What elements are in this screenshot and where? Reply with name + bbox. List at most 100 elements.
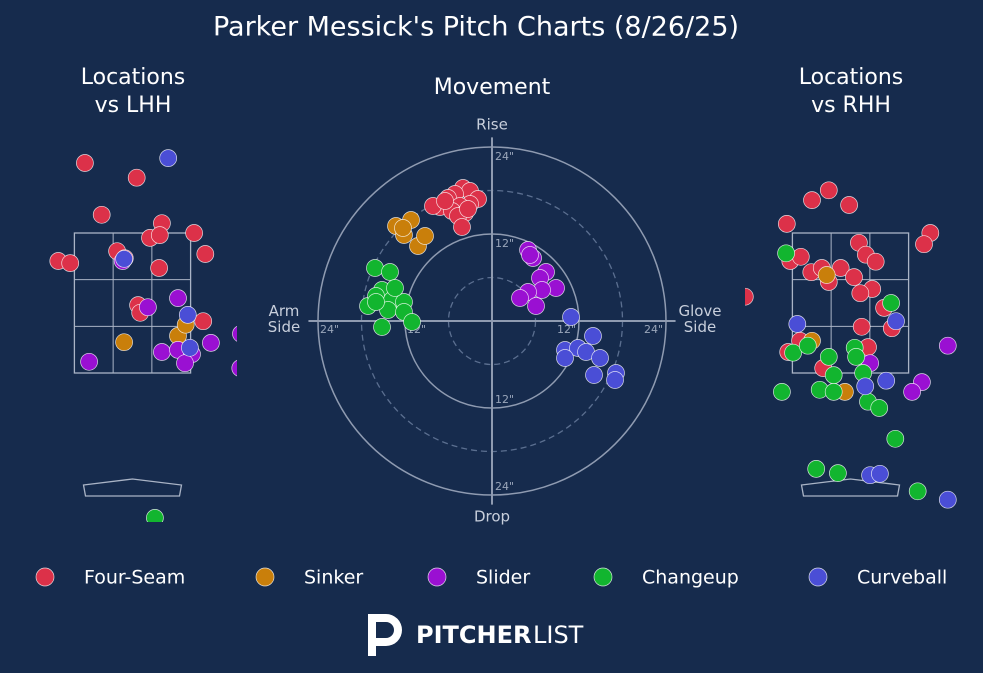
pitch-point: [882, 294, 900, 312]
pitch-point: [386, 279, 404, 297]
pitch-point: [232, 325, 237, 342]
pitch-point: [851, 284, 870, 303]
pitch-point: [870, 399, 889, 417]
pitch-point: [584, 327, 602, 345]
pitch-point: [784, 343, 802, 362]
legend-label: Curveball: [857, 567, 947, 589]
brand-light: LIST: [533, 621, 584, 649]
legend-marker: [808, 567, 828, 587]
pitch-point: [871, 464, 889, 483]
pitch-point: [773, 383, 791, 401]
pitch-point: [840, 196, 858, 214]
pitch-point: [585, 366, 603, 384]
tick-label: 24": [644, 323, 663, 336]
pitch-point: [824, 383, 843, 401]
pitch-point: [366, 259, 384, 277]
legend-label: Slider: [476, 567, 530, 589]
pitch-point: [169, 289, 187, 307]
panel-title: Locations vs LHH: [80, 65, 186, 118]
pitch-point: [887, 312, 905, 331]
points: [745, 181, 957, 509]
chart-title: Parker Messick's Pitch Charts (8/26/25): [213, 12, 739, 43]
pitch-point: [381, 263, 399, 281]
pitch-point: [908, 482, 927, 501]
pitch-point: [852, 317, 871, 336]
pitch-point: [798, 336, 817, 355]
legend-label: Changeup: [642, 567, 739, 589]
tick-label: 24": [320, 323, 339, 336]
brand-bold: PITCHER: [416, 621, 531, 649]
tick-label: 24": [495, 150, 514, 163]
pitch-point: [80, 352, 98, 371]
pitch-point: [819, 348, 838, 366]
pitch-point: [76, 154, 94, 172]
panel-title: Locations vs RHH: [798, 65, 904, 118]
axis-label: Arm Side: [267, 302, 301, 336]
pitch-point: [886, 429, 905, 448]
pitch-point: [403, 313, 421, 331]
pitch-point: [511, 289, 529, 307]
pitch-point: [777, 244, 795, 263]
pitch-point: [150, 259, 168, 277]
pitch-point: [562, 308, 580, 326]
pitch-point: [373, 318, 391, 336]
strike-zone: [791, 232, 910, 374]
home-plate: [800, 478, 901, 497]
legend-marker: [593, 567, 613, 587]
pitch-point: [745, 287, 754, 306]
pitch-point: [115, 333, 133, 352]
pitch-point: [817, 266, 836, 284]
logo-icon: [368, 614, 402, 656]
pitch-point: [803, 191, 821, 209]
pitch-point: [176, 354, 194, 373]
pitch-point: [178, 306, 197, 324]
pitch-point: [61, 254, 80, 272]
legend-label: Four-Seam: [84, 567, 185, 589]
pitch-point: [824, 366, 843, 384]
pitch-point: [903, 383, 921, 401]
pitch-point: [845, 268, 863, 286]
panel-title: Movement: [433, 75, 551, 100]
pitch-point: [831, 259, 850, 277]
pitch-point: [777, 215, 796, 233]
tick-label: 12": [495, 237, 514, 250]
pitch-point: [527, 297, 545, 315]
pitch-point: [591, 349, 609, 367]
tick-label: 12": [557, 323, 576, 336]
strike-zone: [73, 232, 192, 374]
pitch-point: [866, 252, 885, 271]
pitch-point: [139, 298, 157, 317]
pitch-point: [153, 343, 171, 361]
pitch-point: [202, 334, 220, 352]
pitch-point: [915, 235, 933, 254]
points: [359, 179, 625, 389]
pitch-point: [231, 359, 237, 377]
pitch-point: [146, 509, 164, 522]
pitch-point: [436, 192, 454, 210]
pitch-point: [185, 224, 203, 242]
home-plate: [82, 478, 183, 497]
axis-label: Drop: [474, 508, 510, 526]
legend-marker: [35, 567, 55, 587]
pitch-point: [92, 205, 111, 224]
pitch-point: [938, 490, 957, 509]
pitch-point: [807, 460, 826, 478]
pitch-point: [819, 181, 838, 200]
legend-label: Sinker: [304, 567, 363, 589]
pitch-point: [181, 338, 199, 357]
tick-label: 24": [495, 480, 514, 493]
legend-marker: [255, 567, 275, 587]
pitch-point: [521, 246, 539, 264]
pitch-point: [856, 377, 875, 396]
axis-label: Glove Side: [678, 302, 722, 336]
pitch-point: [847, 348, 865, 366]
pitch-point: [416, 227, 434, 245]
pitch-point: [394, 219, 412, 237]
pitch-point: [196, 245, 215, 263]
pitch-point: [194, 312, 213, 331]
pitch-point: [115, 250, 133, 268]
pitch-point: [556, 349, 574, 367]
pitch-point: [829, 464, 847, 482]
